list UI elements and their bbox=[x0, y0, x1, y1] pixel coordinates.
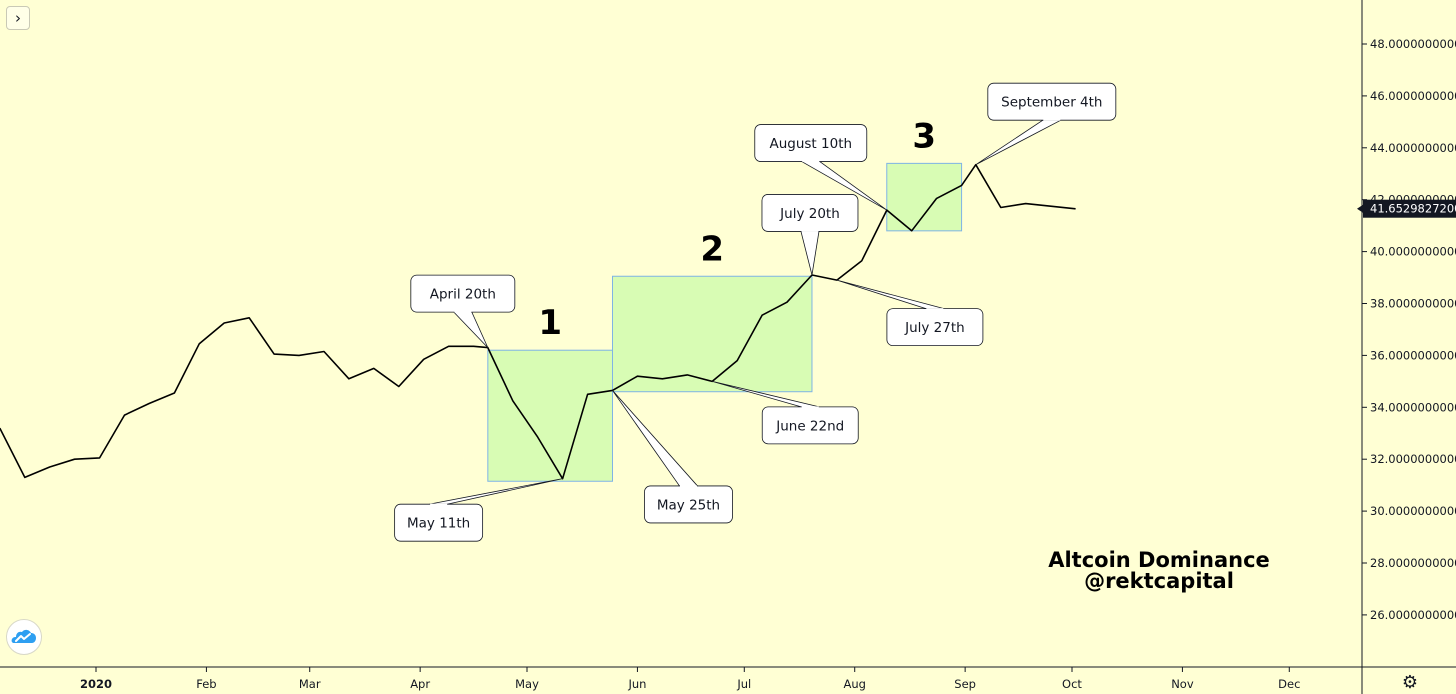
last-price-tag-bg bbox=[1363, 199, 1456, 218]
last-price-tag-label: 41.6529827200 bbox=[1370, 202, 1456, 216]
y-tick-label: 30.0000000000 bbox=[1370, 504, 1456, 518]
callout-pointer-join bbox=[801, 406, 819, 409]
callout-label: May 25th bbox=[657, 497, 720, 513]
callout-label: September 4th bbox=[1001, 95, 1102, 111]
callout-pointer bbox=[612, 390, 698, 487]
x-tick-label: Oct bbox=[1062, 677, 1082, 691]
x-tick-label: 2020 bbox=[80, 677, 112, 691]
watermark-line-2: @rektcapital bbox=[1084, 569, 1234, 593]
callout-pointer-join bbox=[926, 308, 944, 311]
callout-label: July 27th bbox=[904, 320, 965, 336]
callout-pointer-join bbox=[454, 310, 472, 313]
y-tick-label: 26.0000000000 bbox=[1370, 608, 1456, 622]
y-axis-ticks: 26.0000000000 28.0000000000 30.0000000000 3… bbox=[1362, 37, 1456, 622]
callout-may-11th: May 11th bbox=[394, 478, 563, 542]
y-tick-label: 44.0000000000 bbox=[1370, 141, 1456, 155]
chevron-right-icon: › bbox=[15, 9, 21, 27]
zone-1-label: 1 bbox=[538, 303, 562, 343]
watermark: Altcoin Dominance @rektcapital bbox=[1048, 548, 1270, 593]
zone-1-box bbox=[487, 349, 613, 482]
callout-label: August 10th bbox=[769, 136, 852, 152]
expand-panel-button[interactable]: › bbox=[6, 6, 30, 30]
callout-august-10th: August 10th bbox=[754, 124, 888, 211]
x-tick-label: Jul bbox=[736, 677, 751, 691]
y-tick-label: 48.0000000000 bbox=[1370, 37, 1456, 51]
zones-layer: 1 2 3 bbox=[487, 116, 963, 482]
last-price-tag-pointer bbox=[1357, 204, 1363, 213]
last-price-tag: 41.6529827200 bbox=[1357, 199, 1456, 218]
callout-label: July 20th bbox=[779, 206, 840, 222]
callout-september-4th: September 4th bbox=[975, 82, 1117, 166]
x-tick-label: Dec bbox=[1278, 677, 1300, 691]
callout-pointer-join bbox=[430, 503, 448, 506]
callout-april-20th: April 20th bbox=[410, 274, 516, 348]
callout-pointer bbox=[712, 380, 820, 408]
x-tick-label: Aug bbox=[843, 677, 865, 691]
gear-icon: ⚙ bbox=[1401, 671, 1419, 693]
zone-3-label: 3 bbox=[912, 116, 936, 156]
tradingview-logo-button[interactable] bbox=[6, 619, 42, 655]
callout-pointer bbox=[801, 161, 888, 211]
callout-label: June 22nd bbox=[775, 418, 844, 434]
callout-july-20th: July 20th bbox=[761, 194, 859, 276]
callout-label: May 11th bbox=[407, 516, 470, 532]
x-tick-label: Sep bbox=[954, 677, 976, 691]
callout-pointer bbox=[453, 311, 489, 348]
series-line-0 bbox=[0, 163, 1076, 480]
y-tick-label: 34.0000000000 bbox=[1370, 400, 1456, 414]
x-tick-label: Apr bbox=[410, 677, 430, 691]
callout-pointer-join bbox=[802, 160, 820, 163]
tradingview-cloud-icon bbox=[11, 629, 36, 643]
line-layer bbox=[0, 163, 1076, 480]
y-tick-label: 38.0000000000 bbox=[1370, 297, 1456, 311]
x-tick-label: Nov bbox=[1171, 677, 1194, 691]
x-tick-label: Jun bbox=[627, 677, 646, 691]
callout-may-25th: May 25th bbox=[612, 390, 733, 524]
callout-pointer-join bbox=[679, 485, 697, 488]
y-tick-label: 46.0000000000 bbox=[1370, 89, 1456, 103]
callouts-layer: April 20th May 11th May 25th June 22nd July … bbox=[394, 82, 1117, 542]
y-tick-label: 28.0000000000 bbox=[1370, 556, 1456, 570]
callout-july-27th: July 27th bbox=[836, 279, 984, 347]
y-tick-label: 36.0000000000 bbox=[1370, 348, 1456, 362]
x-tick-label: Mar bbox=[299, 677, 321, 691]
zone-3-box bbox=[886, 162, 963, 232]
watermark-line-1: Altcoin Dominance bbox=[1048, 548, 1270, 572]
y-tick-label: 40.0000000000 bbox=[1370, 245, 1456, 259]
callout-label: April 20th bbox=[430, 287, 496, 303]
callout-pointer-join bbox=[1043, 118, 1061, 121]
callout-pointer bbox=[429, 478, 563, 505]
x-tick-label: May bbox=[515, 677, 539, 691]
x-axis-ticks: 2020 Feb Mar Apr May Jun Jul Aug Sep Oct Nov Dec bbox=[80, 667, 1300, 691]
callout-pointer bbox=[975, 119, 1062, 166]
y-tick-label: 32.0000000000 bbox=[1370, 452, 1456, 466]
callout-pointer bbox=[836, 279, 945, 310]
settings-button[interactable]: ⚙ bbox=[1398, 671, 1422, 693]
callout-pointer bbox=[800, 231, 820, 276]
callout-pointer-join bbox=[801, 229, 819, 232]
zone-2-box bbox=[611, 275, 813, 393]
callout-june-22nd: June 22nd bbox=[712, 380, 859, 445]
x-tick-label: Feb bbox=[196, 677, 216, 691]
zone-2-label: 2 bbox=[700, 229, 724, 269]
